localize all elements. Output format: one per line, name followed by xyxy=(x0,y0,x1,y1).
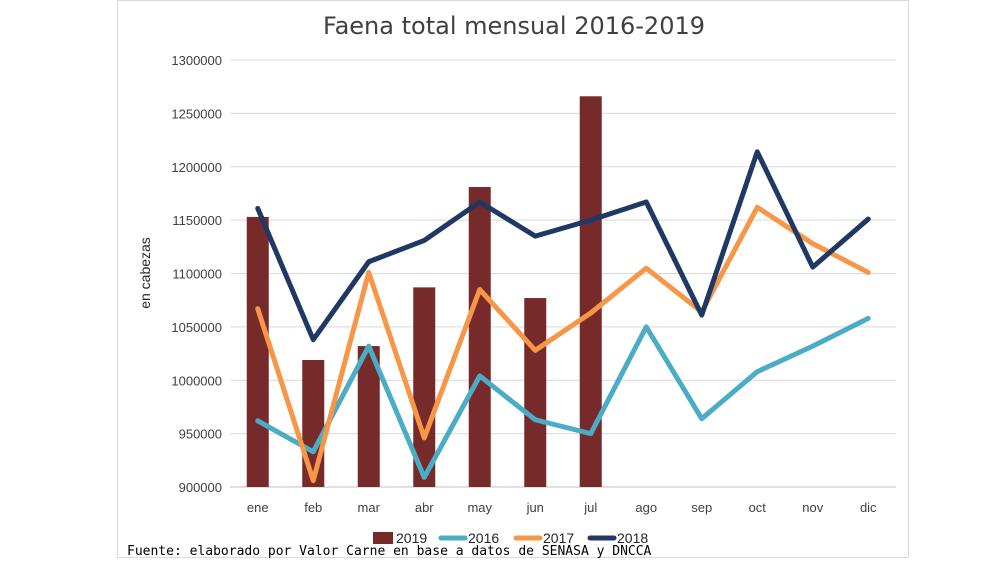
x-tick-label: oct xyxy=(749,500,767,515)
line-2017 xyxy=(255,204,871,484)
y-tick-label: 1100000 xyxy=(172,267,222,282)
x-tick-label: nov xyxy=(802,500,823,515)
legend-label-2019: 2019 xyxy=(396,530,427,546)
y-tick-label: 1000000 xyxy=(171,373,222,388)
source-note: Fuente: elaborado por Valor Carne en bas… xyxy=(127,544,652,559)
bar-2019-jul xyxy=(579,96,602,488)
chart-title: Faena total mensual 2016-2019 xyxy=(323,12,705,40)
bar-2019-abr xyxy=(413,287,436,487)
x-tick-label: ago xyxy=(635,500,657,515)
x-tick-labels: ene feb mar abr may jun jul ago sep oct nov dic xyxy=(247,500,877,515)
legend: 2019 2016 2017 2018 xyxy=(373,530,648,546)
x-tick-label: jun xyxy=(526,500,544,515)
line-series xyxy=(255,149,871,484)
chart-frame: Faena total mensual 2016-2019 900000 9500… xyxy=(117,0,909,558)
x-tick-label: feb xyxy=(304,500,322,515)
bar-2019-may xyxy=(468,187,491,487)
legend-label-2017: 2017 xyxy=(543,530,574,546)
x-tick-label: ene xyxy=(247,500,269,515)
y-tick-label: 1200000 xyxy=(171,160,222,175)
legend-label-2018: 2018 xyxy=(617,530,648,546)
legend-label-2016: 2016 xyxy=(468,530,499,546)
bar-2019-mar xyxy=(357,346,380,487)
y-tick-labels: 900000 950000 1000000 1050000 1100000 1150000… xyxy=(171,53,222,495)
line-2018 xyxy=(255,149,871,343)
y-tick-label: 1050000 xyxy=(171,320,222,335)
y-tick-label: 1150000 xyxy=(172,213,222,228)
y-tick-label: 900000 xyxy=(179,480,222,495)
y-tick-label: 1300000 xyxy=(171,53,222,68)
line-2016 xyxy=(255,315,871,480)
y-axis-label: en cabezas xyxy=(137,237,153,309)
x-tick-label: dic xyxy=(860,500,877,515)
faena-chart: Faena total mensual 2016-2019 900000 9500… xyxy=(137,12,896,546)
x-tick-label: mar xyxy=(358,500,381,515)
bar-2019-jun xyxy=(524,298,547,487)
bar-2019-feb xyxy=(302,359,325,487)
bar-2019-ene xyxy=(246,216,269,488)
x-tick-label: may xyxy=(467,500,492,515)
legend-swatch-2019 xyxy=(373,532,393,544)
x-tick-label: jul xyxy=(583,500,597,515)
bar-series xyxy=(246,96,602,488)
x-tick-label: sep xyxy=(691,500,712,515)
y-tick-label: 1250000 xyxy=(171,106,222,121)
x-tick-label: abr xyxy=(415,500,434,515)
y-tick-label: 950000 xyxy=(179,427,222,442)
